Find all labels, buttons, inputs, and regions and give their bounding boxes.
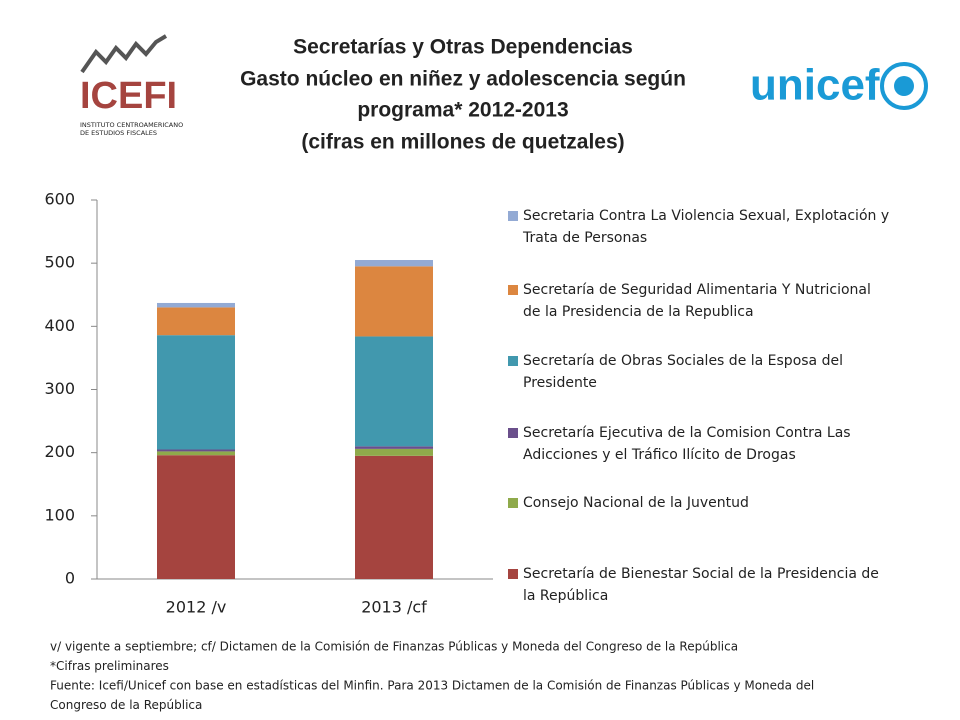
y-tick-label: 200 <box>44 442 75 461</box>
footnote: Congreso de la República <box>50 698 202 712</box>
bar-segment <box>355 336 433 447</box>
legend-label: Adicciones y el Tráfico Ilícito de Droga… <box>523 447 796 463</box>
footnote: *Cifras preliminares <box>50 659 169 673</box>
chart-title: Secretarías y Otras Dependencias <box>293 36 633 59</box>
legend-label: Secretaria Contra La Violencia Sexual, E… <box>523 208 889 224</box>
legend-label: Secretaría de Obras Sociales de la Espos… <box>523 353 843 369</box>
icefi-logo: ICEFI INSTITUTO CENTROAMERICANO DE ESTUD… <box>80 34 183 137</box>
y-tick-label: 0 <box>65 569 75 588</box>
unicef-logo: unicef <box>750 61 928 110</box>
legend-swatch <box>508 569 518 579</box>
bar-segment <box>355 448 433 456</box>
bar-segment <box>355 266 433 337</box>
chart-title: Gasto núcleo en niñez y adolescencia seg… <box>240 68 686 91</box>
bar-segment <box>355 260 433 267</box>
legend-swatch <box>508 498 518 508</box>
bar-segment <box>157 449 235 452</box>
bar-segment <box>157 307 235 336</box>
legend-label: Secretaría Ejecutiva de la Comision Cont… <box>523 425 851 441</box>
logo-zigzag <box>80 34 168 74</box>
bar-segment <box>157 302 235 308</box>
legend-label: de la Presidencia de la Republica <box>523 304 754 320</box>
logo-globe <box>894 76 914 96</box>
x-tick-label: 2013 /cf <box>361 598 427 617</box>
bar-segment <box>157 451 235 456</box>
logo-text: ICEFI <box>80 75 177 117</box>
bar-segment <box>157 335 235 450</box>
legend-label: Secretaría de Seguridad Alimentaria Y Nu… <box>523 282 871 298</box>
legend-label: Presidente <box>523 375 597 391</box>
y-tick-label: 100 <box>44 505 75 524</box>
logo-text: unicef <box>750 61 880 110</box>
logo-subtext: DE ESTUDIOS FISCALES <box>80 129 157 137</box>
chart-title: programa* 2012-2013 <box>357 99 568 122</box>
chart-title: (cifras en millones de quetzales) <box>301 131 624 154</box>
legend-label: Secretaría de Bienestar Social de la Pre… <box>523 566 879 582</box>
legend-label: Trata de Personas <box>522 230 647 246</box>
legend-label: Consejo Nacional de la Juventud <box>523 495 749 511</box>
legend-swatch <box>508 211 518 221</box>
footnote: Fuente: Icefi/Unicef con base en estadís… <box>50 679 814 693</box>
x-tick-label: 2012 /v <box>166 598 227 617</box>
logo-subtext: INSTITUTO CENTROAMERICANO <box>80 121 183 129</box>
y-tick-label: 300 <box>44 379 75 398</box>
footnote: v/ vigente a septiembre; cf/ Dictamen de… <box>50 640 738 654</box>
legend-swatch <box>508 285 518 295</box>
legend-label: la República <box>523 588 608 604</box>
bar-segment <box>355 455 433 579</box>
legend-swatch <box>508 428 518 438</box>
legend-swatch <box>508 356 518 366</box>
y-tick-label: 500 <box>44 253 75 272</box>
bar-segment <box>355 446 433 449</box>
y-tick-label: 600 <box>44 190 75 209</box>
bar-segment <box>157 455 235 579</box>
y-tick-label: 400 <box>44 316 75 335</box>
logo-globe <box>880 62 928 110</box>
